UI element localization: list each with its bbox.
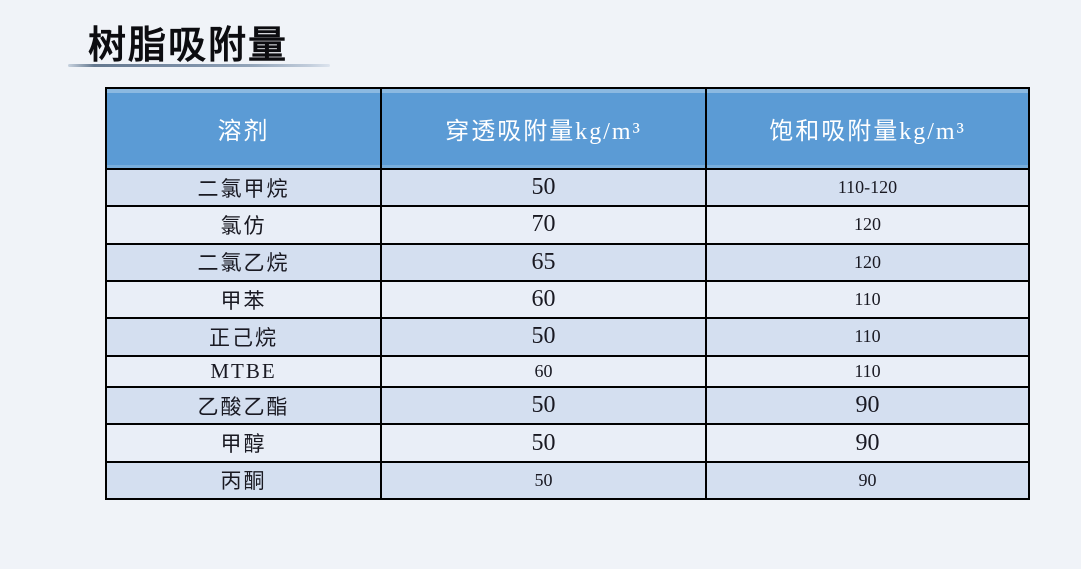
cell-penetration: 50 — [380, 386, 707, 426]
cell-solvent: 氯仿 — [105, 205, 382, 245]
cell-solvent: 二氯甲烷 — [105, 167, 382, 208]
cell-penetration: 50 — [380, 460, 707, 501]
table-row: 乙酸乙酯 50 90 — [105, 386, 1030, 426]
cell-saturation: 120 — [705, 242, 1030, 282]
table-row: 氯仿 70 120 — [105, 205, 1030, 245]
table-row: 正己烷 50 110 — [105, 317, 1030, 357]
table-row: 二氯乙烷 65 120 — [105, 242, 1030, 282]
cell-saturation: 90 — [705, 460, 1030, 501]
cell-penetration: 50 — [380, 167, 707, 208]
adsorption-table: 溶剂 穿透吸附量kg/m³ 饱和吸附量kg/m³ 二氯甲烷 50 110-120… — [105, 87, 1030, 501]
title-underline — [68, 64, 330, 67]
cell-solvent: 正己烷 — [105, 317, 382, 357]
column-header-penetration: 穿透吸附量kg/m³ — [380, 87, 707, 170]
cell-solvent: 甲醇 — [105, 423, 382, 463]
column-header-solvent: 溶剂 — [105, 87, 382, 170]
cell-saturation: 110 — [705, 279, 1030, 320]
table-row: 二氯甲烷 50 110-120 — [105, 167, 1030, 208]
cell-solvent: 乙酸乙酯 — [105, 386, 382, 426]
cell-penetration: 70 — [380, 205, 707, 245]
cell-saturation: 110-120 — [705, 167, 1030, 208]
column-header-saturation: 饱和吸附量kg/m³ — [705, 87, 1030, 170]
cell-solvent: 二氯乙烷 — [105, 242, 382, 282]
cell-penetration: 50 — [380, 317, 707, 357]
cell-solvent: MTBE — [105, 354, 382, 389]
cell-saturation: 110 — [705, 354, 1030, 389]
table-row: MTBE 60 110 — [105, 354, 1030, 389]
table-row: 甲醇 50 90 — [105, 423, 1030, 463]
cell-saturation: 90 — [705, 386, 1030, 426]
cell-solvent: 丙酮 — [105, 460, 382, 501]
cell-saturation: 110 — [705, 317, 1030, 357]
cell-penetration: 60 — [380, 354, 707, 389]
cell-penetration: 50 — [380, 423, 707, 463]
table-row: 甲苯 60 110 — [105, 279, 1030, 320]
page-title: 树脂吸附量 — [88, 25, 289, 67]
header-row: 溶剂 穿透吸附量kg/m³ 饱和吸附量kg/m³ — [105, 87, 1030, 170]
cell-saturation: 120 — [705, 205, 1030, 245]
cell-solvent: 甲苯 — [105, 279, 382, 320]
table-row: 丙酮 50 90 — [105, 460, 1030, 501]
cell-penetration: 65 — [380, 242, 707, 282]
cell-saturation: 90 — [705, 423, 1030, 463]
cell-penetration: 60 — [380, 279, 707, 320]
